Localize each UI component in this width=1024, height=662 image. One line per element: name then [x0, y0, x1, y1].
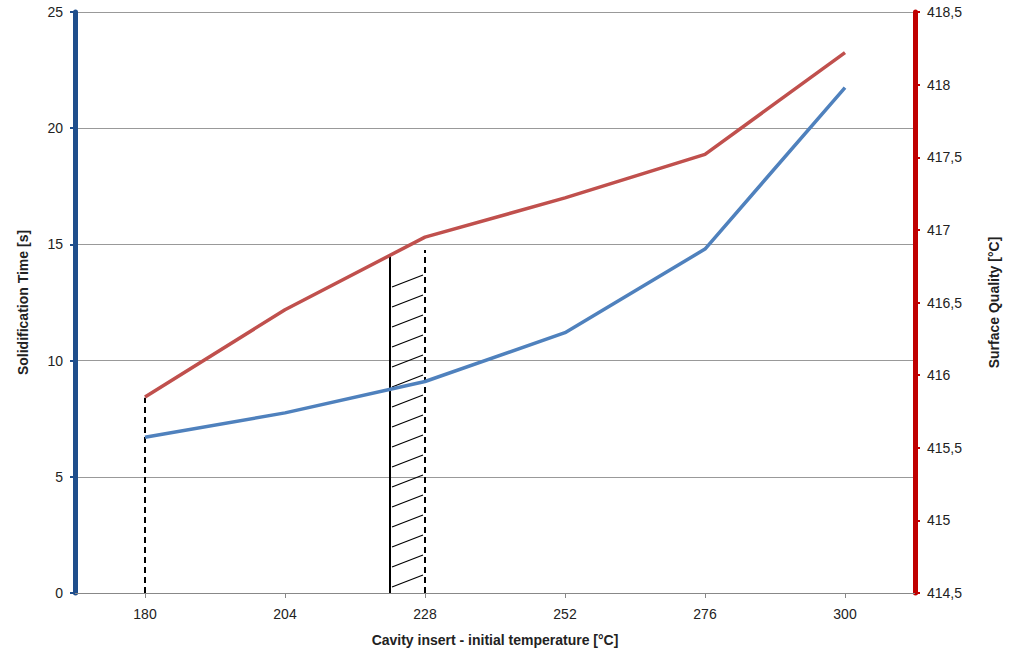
svg-text:5: 5: [55, 469, 63, 485]
svg-text:418: 418: [927, 77, 951, 93]
svg-text:25: 25: [47, 4, 63, 20]
svg-text:300: 300: [833, 606, 857, 622]
svg-text:418,5: 418,5: [927, 4, 962, 20]
svg-text:204: 204: [273, 606, 297, 622]
svg-text:276: 276: [693, 606, 717, 622]
svg-text:416: 416: [927, 367, 951, 383]
svg-text:Solidification Time [s]: Solidification Time [s]: [15, 230, 31, 375]
svg-text:0: 0: [55, 585, 63, 601]
svg-text:20: 20: [47, 120, 63, 136]
svg-text:Surface Quality [°C]: Surface Quality [°C]: [986, 237, 1002, 369]
svg-text:228: 228: [413, 606, 437, 622]
svg-text:417: 417: [927, 222, 951, 238]
svg-text:Cavity insert - initial temper: Cavity insert - initial temperature [°C]: [372, 632, 619, 648]
svg-text:416,5: 416,5: [927, 295, 962, 311]
svg-text:180: 180: [133, 606, 157, 622]
svg-text:10: 10: [47, 353, 63, 369]
svg-text:415,5: 415,5: [927, 440, 962, 456]
svg-text:252: 252: [553, 606, 577, 622]
svg-text:414,5: 414,5: [927, 585, 962, 601]
svg-text:15: 15: [47, 236, 63, 252]
svg-text:417,5: 417,5: [927, 149, 962, 165]
svg-text:415: 415: [927, 512, 951, 528]
